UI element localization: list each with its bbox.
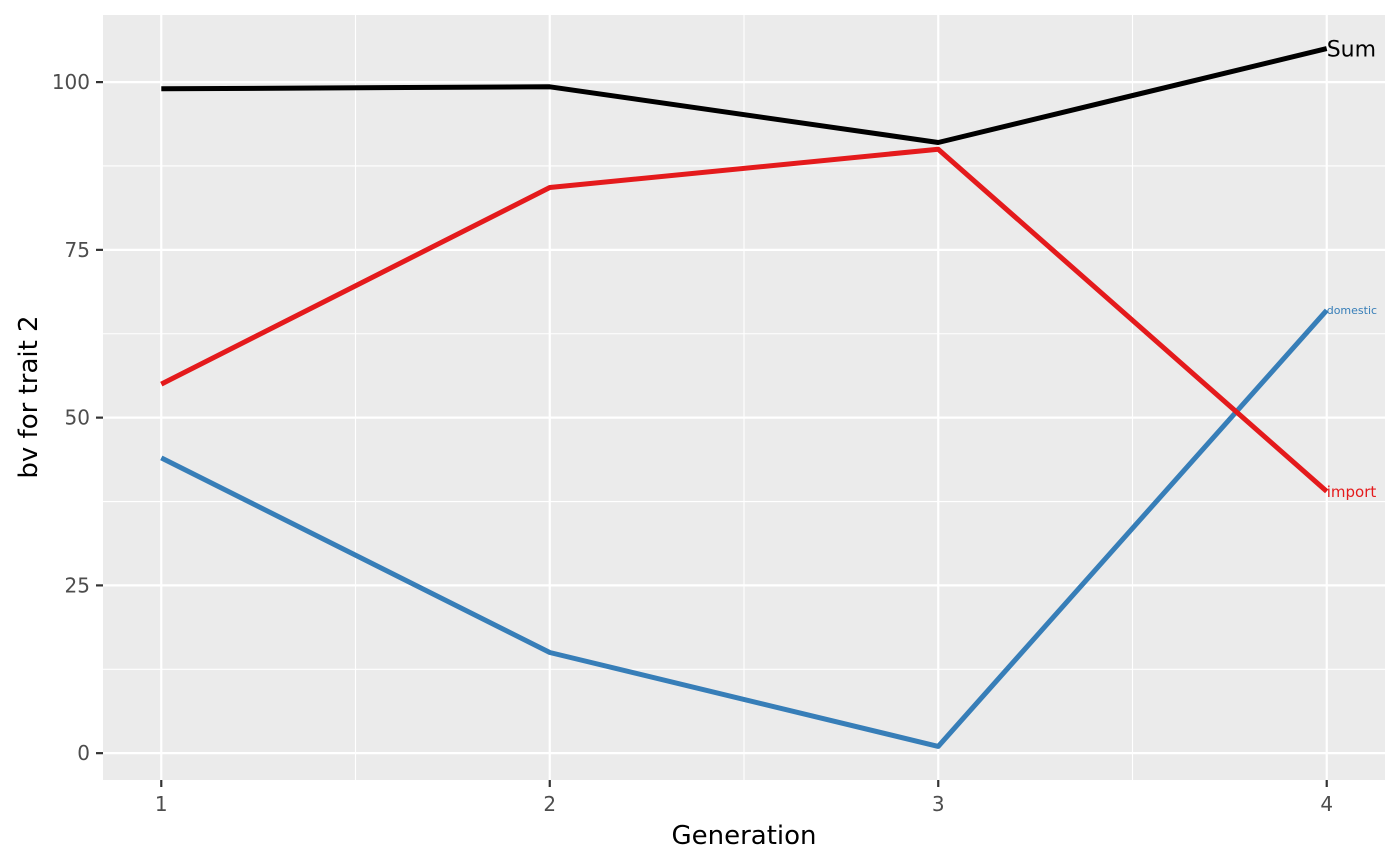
y-tick-label: 75: [65, 238, 90, 262]
y-tick-label: 25: [65, 573, 90, 597]
series-line-import: [160, 146, 1329, 494]
y-tick-label: 0: [77, 741, 90, 765]
grid-major: [103, 15, 1385, 780]
grid-minor: [103, 15, 1385, 780]
y-tick-label: 100: [52, 70, 90, 94]
y-axis: 0 25 50 75 100: [52, 70, 103, 765]
series-lines: [160, 46, 1329, 749]
series-label-import: import: [1327, 483, 1377, 501]
y-tick-label: 50: [65, 406, 90, 430]
series-line-Sum: [161, 46, 1328, 145]
series-labels: Sum import domestic: [1327, 37, 1377, 500]
x-tick-label: 2: [543, 792, 556, 816]
y-axis-title: bv for trait 2: [14, 315, 44, 478]
x-tick-label: 1: [155, 792, 168, 816]
series-label-Sum: Sum: [1327, 37, 1376, 62]
x-tick-label: 4: [1320, 792, 1333, 816]
x-axis-title: Generation: [671, 821, 816, 851]
x-axis: 1 2 3 4: [155, 780, 1333, 816]
series-line-domestic: [160, 308, 1329, 749]
series-label-domestic: domestic: [1327, 304, 1377, 317]
x-tick-label: 3: [932, 792, 945, 816]
